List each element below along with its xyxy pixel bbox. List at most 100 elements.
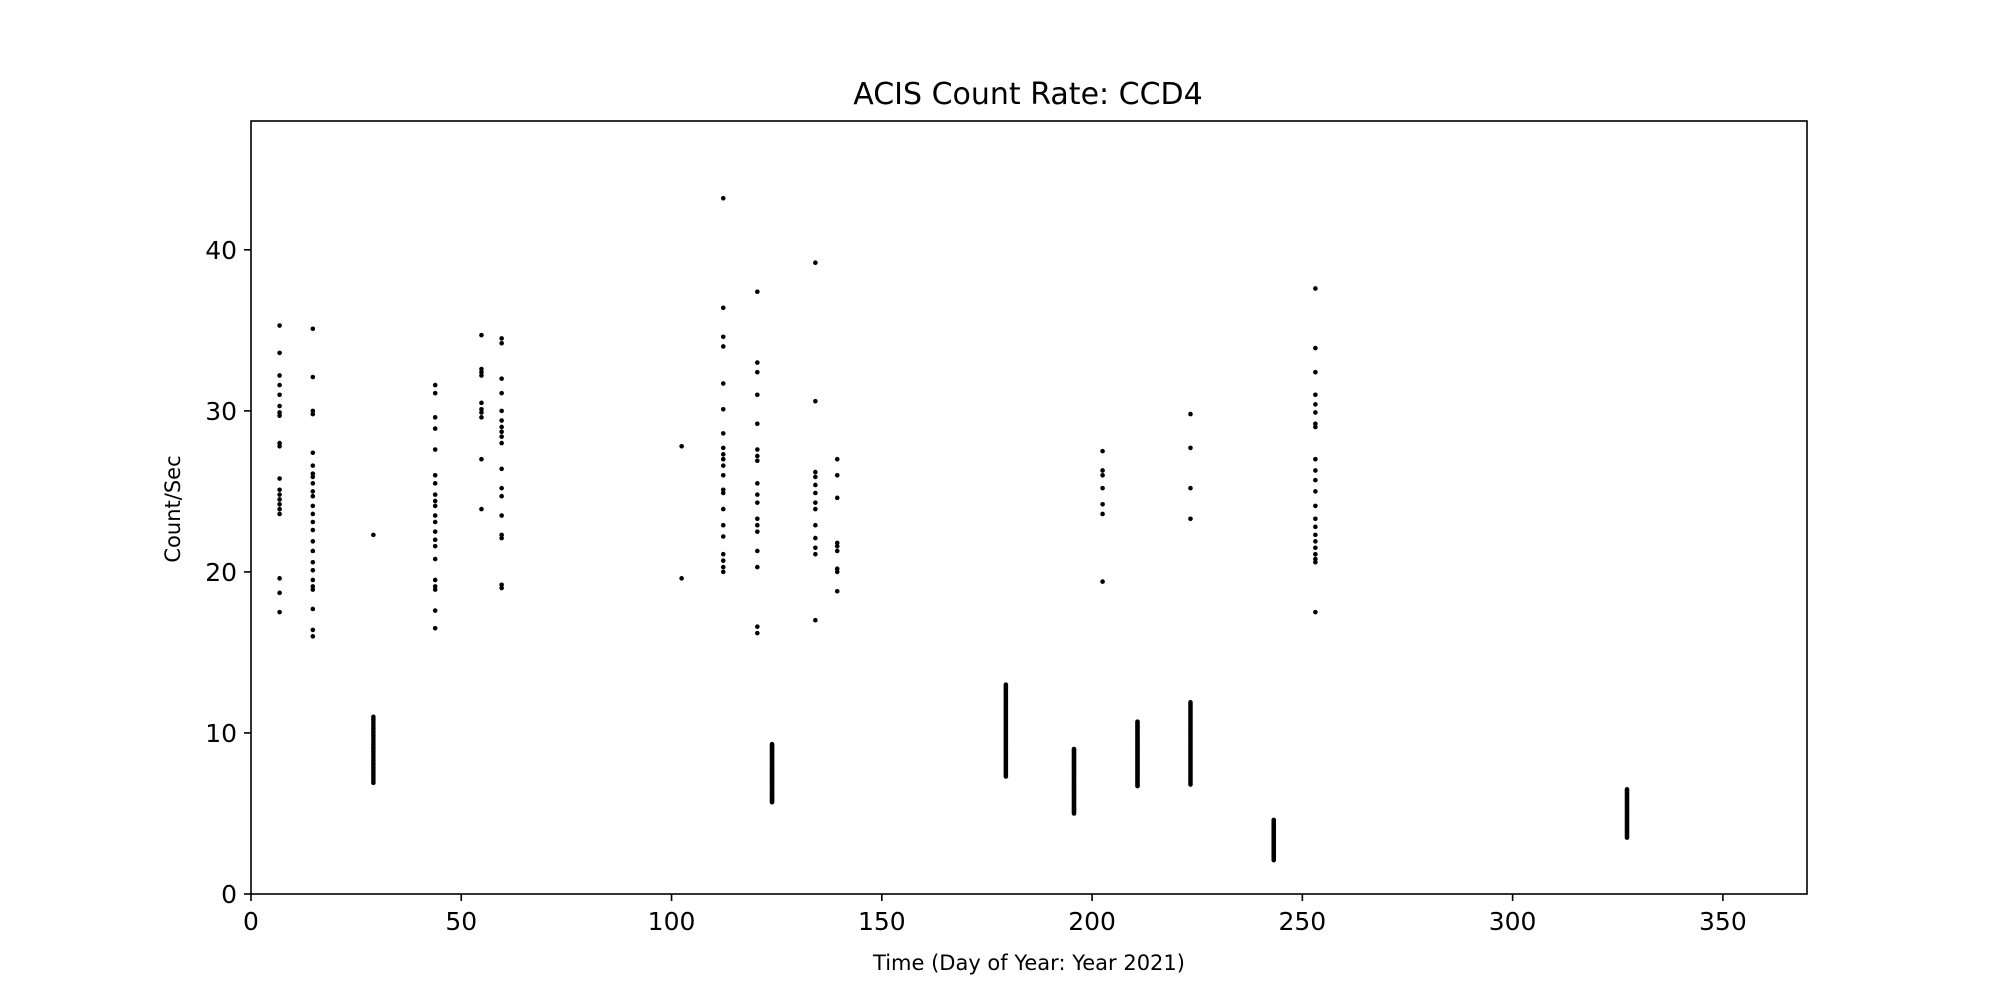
- data-point: [1313, 421, 1318, 427]
- data-point: [720, 305, 726, 311]
- data-point: [834, 495, 840, 501]
- data-point: [834, 548, 840, 554]
- data-point: [1271, 817, 1277, 823]
- data-point: [720, 490, 726, 496]
- data-point: [720, 506, 726, 512]
- data-point: [1313, 392, 1318, 398]
- x-tick-label: 300: [1489, 907, 1537, 936]
- data-point: [1313, 545, 1318, 551]
- data-point: [432, 472, 438, 478]
- data-point: [277, 323, 282, 328]
- data-point: [813, 482, 818, 488]
- data-point: [1313, 286, 1318, 291]
- data-point: [1313, 524, 1318, 530]
- data-point: [499, 535, 504, 541]
- data-point: [1100, 485, 1105, 491]
- data-point: [499, 434, 504, 439]
- data-point: [755, 289, 760, 295]
- data-point: [432, 503, 438, 509]
- data-point: [432, 481, 438, 486]
- data-point: [755, 481, 760, 486]
- data-point: [277, 403, 282, 409]
- data-point: [310, 450, 316, 456]
- data-point: [432, 415, 438, 420]
- data-point: [834, 472, 840, 478]
- data-point: [1313, 456, 1318, 462]
- data-point: [720, 406, 726, 412]
- data-point: [432, 390, 438, 396]
- data-point: [310, 539, 316, 544]
- data-point: [813, 474, 818, 480]
- data-point: [720, 196, 726, 201]
- data-point: [432, 587, 438, 592]
- data-point: [1100, 448, 1105, 454]
- data-point: [310, 481, 316, 486]
- data-point: [277, 350, 282, 356]
- data-point: [1313, 503, 1318, 509]
- data-point: [755, 453, 760, 459]
- data-point: [479, 506, 484, 512]
- data-point: [1100, 579, 1105, 584]
- data-point: [277, 413, 282, 419]
- y-axis-ticks: 0 10 20 30 40: [205, 236, 251, 909]
- data-point: [1313, 489, 1318, 494]
- data-point: [720, 452, 726, 457]
- data-point: [432, 608, 438, 613]
- data-point: [1100, 501, 1105, 507]
- data-point: [720, 472, 726, 478]
- data-point: [755, 500, 760, 505]
- x-tick-label: 0: [243, 907, 259, 936]
- data-point: [1100, 511, 1105, 517]
- data-point: [1100, 472, 1105, 478]
- data-point: [432, 584, 438, 589]
- data-point: [499, 390, 504, 396]
- data-point: [310, 463, 316, 468]
- data-point: [310, 606, 316, 612]
- data-point: [813, 398, 818, 404]
- data-point: [432, 426, 438, 431]
- data-point: [277, 501, 282, 507]
- data-point: [720, 456, 726, 462]
- data-point: [499, 376, 504, 381]
- data-point: [755, 516, 760, 522]
- data-point: [479, 415, 484, 420]
- data-point: [1188, 445, 1193, 451]
- data-point: [499, 493, 504, 499]
- data-point: [310, 471, 316, 476]
- data-point: [755, 630, 760, 636]
- data-point: [499, 532, 504, 538]
- data-point: [432, 447, 438, 452]
- x-tick-label: 250: [1278, 907, 1326, 936]
- data-point: [310, 493, 316, 499]
- data-point: [277, 609, 282, 615]
- data-point: [310, 474, 316, 480]
- data-point: [499, 336, 504, 341]
- data-point: [755, 548, 760, 554]
- data-point: [813, 506, 818, 512]
- data-point: [1188, 485, 1193, 491]
- data-point: [310, 587, 316, 592]
- data-point: [1313, 539, 1318, 544]
- data-point: [813, 490, 818, 496]
- data-point: [834, 456, 840, 462]
- data-point: [813, 551, 818, 557]
- data-point: [755, 492, 760, 497]
- data-point: [755, 360, 760, 365]
- data-point: [813, 522, 818, 528]
- data-point: [755, 369, 760, 375]
- data-point: [755, 564, 760, 570]
- data-point: [371, 532, 376, 538]
- data-point: [499, 513, 504, 518]
- data-point: [834, 540, 840, 546]
- data-point: [432, 537, 438, 543]
- data-point: [310, 527, 316, 533]
- data-point: [755, 421, 760, 427]
- data-point: [432, 529, 438, 534]
- data-point: [720, 334, 726, 340]
- data-point: [1071, 746, 1077, 752]
- data-point: [277, 440, 282, 446]
- data-point: [1313, 369, 1318, 375]
- data-point: [1313, 424, 1318, 430]
- data-point: [1003, 682, 1009, 687]
